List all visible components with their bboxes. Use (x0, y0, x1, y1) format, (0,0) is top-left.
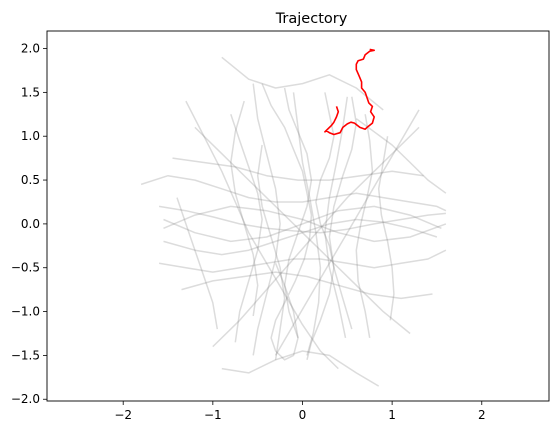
y-tick-label: 0.5 (21, 173, 40, 187)
x-axis: −2 −1 0 1 2 (114, 401, 486, 422)
background-trajectory-21 (328, 96, 358, 330)
background-trajectory-12 (252, 83, 281, 356)
background-trajectory-24 (172, 157, 424, 181)
y-tick-label: 0.0 (21, 217, 40, 231)
background-trajectory-2 (158, 205, 446, 234)
background-trajectory-6 (355, 114, 374, 339)
background-trajectory-22 (230, 100, 259, 317)
background-trajectory-10 (158, 249, 447, 273)
background-trajectory-13 (324, 96, 349, 339)
background-trajectory-1 (261, 83, 313, 361)
background-trajectory-5 (230, 114, 263, 343)
background-trajectory-27 (176, 197, 219, 330)
highlight-trajectory (324, 48, 376, 136)
x-tick-label: 1 (388, 408, 396, 422)
axes-frame (46, 30, 550, 402)
y-tick-label: −2.0 (11, 392, 40, 406)
plot-area (47, 31, 549, 401)
background-trajectory-7 (185, 100, 339, 370)
background-trajectory-26 (377, 136, 395, 321)
background-trajectory-28 (355, 118, 447, 194)
y-tick-label: −1.5 (11, 348, 40, 362)
y-tick-label: 1.0 (21, 129, 40, 143)
x-tick-label: −1 (204, 408, 222, 422)
background-trajectory-18 (163, 205, 442, 243)
y-tick-label: 2.0 (21, 42, 40, 56)
background-trajectories (140, 56, 447, 387)
y-tick-label: 1.5 (21, 85, 40, 99)
x-tick-label: −2 (114, 408, 132, 422)
background-trajectory-23 (181, 271, 433, 300)
background-trajectory-17 (221, 350, 380, 387)
background-trajectory-15 (194, 126, 411, 335)
y-tick-label: −0.5 (11, 261, 40, 275)
background-trajectory-3 (163, 218, 438, 256)
chart-title: Trajectory (275, 11, 348, 27)
x-tick-label: 0 (299, 408, 307, 422)
background-trajectory-4 (306, 92, 335, 360)
background-trajectory-14 (212, 126, 420, 348)
background-trajectory-16 (221, 56, 384, 111)
background-trajectory-8 (274, 109, 420, 356)
highlight-trajectory-group (324, 48, 376, 136)
y-axis: −2.0 −1.5 −1.0 −0.5 0.0 0.5 1.0 1.5 2.0 (11, 42, 47, 406)
background-trajectory-25 (256, 144, 286, 360)
y-tick-label: −1.0 (11, 305, 40, 319)
background-trajectory-9 (140, 174, 447, 212)
background-trajectory-11 (283, 87, 313, 339)
background-trajectory-20 (292, 92, 322, 356)
x-tick-label: 2 (478, 408, 486, 422)
background-trajectory-19 (163, 205, 447, 243)
